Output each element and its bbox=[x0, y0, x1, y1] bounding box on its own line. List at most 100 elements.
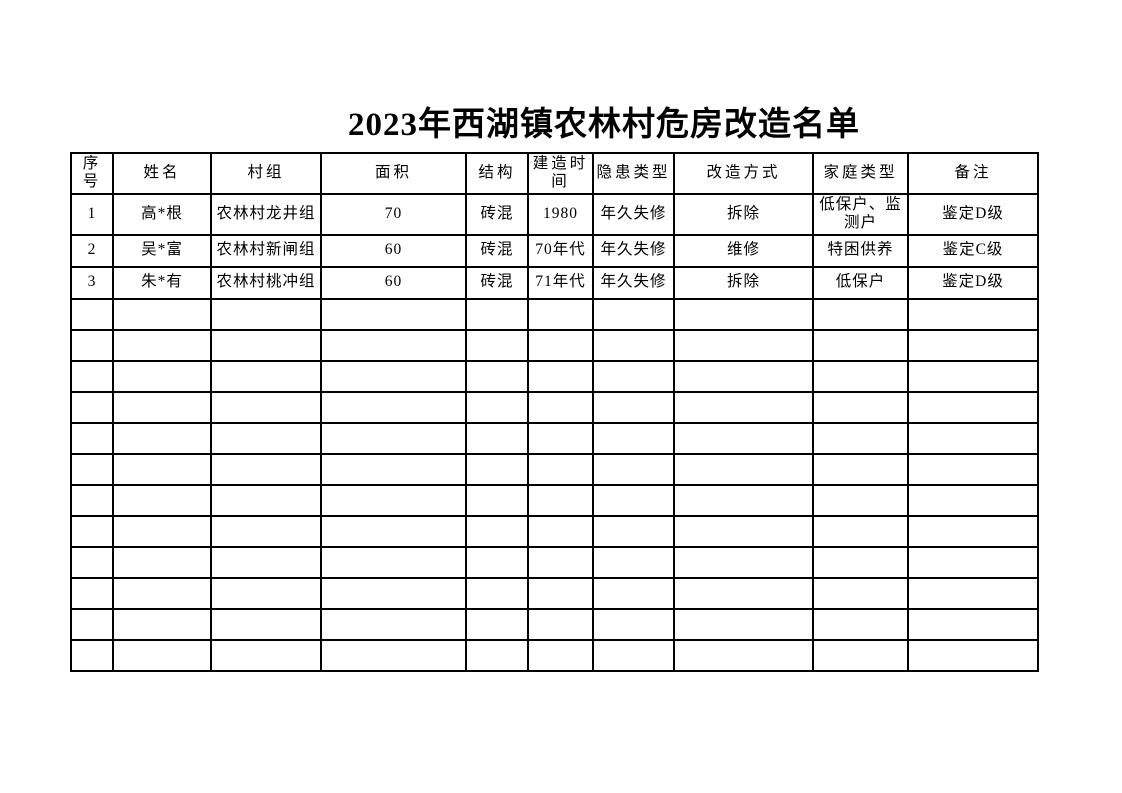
column-header-index: 序号 bbox=[70, 152, 114, 195]
cell-area: 60 bbox=[320, 265, 467, 300]
empty-cell bbox=[320, 421, 467, 455]
empty-row bbox=[70, 390, 1039, 424]
empty-cell bbox=[812, 390, 909, 424]
empty-cell bbox=[673, 452, 814, 486]
cell-renovation-method: 维修 bbox=[673, 233, 814, 268]
empty-cell bbox=[673, 421, 814, 455]
empty-cell bbox=[465, 607, 529, 641]
column-header-village-group: 村组 bbox=[210, 152, 322, 195]
empty-cell bbox=[812, 421, 909, 455]
empty-cell bbox=[210, 514, 322, 548]
empty-row bbox=[70, 359, 1039, 393]
empty-cell bbox=[527, 390, 594, 424]
empty-cell bbox=[812, 452, 909, 486]
cell-name: 朱*有 bbox=[112, 265, 212, 300]
column-header-build-time: 建造时间 bbox=[527, 152, 594, 195]
cell-structure: 砖混 bbox=[465, 233, 529, 268]
empty-cell bbox=[465, 576, 529, 610]
cell-build-time: 1980 bbox=[527, 192, 594, 236]
cell-area: 70 bbox=[320, 192, 467, 236]
empty-cell bbox=[112, 297, 212, 331]
empty-cell bbox=[673, 607, 814, 641]
empty-cell bbox=[812, 545, 909, 579]
empty-cell bbox=[465, 638, 529, 672]
cell-area: 60 bbox=[320, 233, 467, 268]
column-header-hazard-type: 隐患类型 bbox=[592, 152, 675, 195]
empty-row bbox=[70, 421, 1039, 455]
empty-cell bbox=[907, 483, 1039, 517]
empty-cell bbox=[70, 390, 114, 424]
empty-cell bbox=[210, 359, 322, 393]
empty-cell bbox=[112, 452, 212, 486]
empty-cell bbox=[907, 514, 1039, 548]
cell-remark: 鉴定D级 bbox=[907, 265, 1039, 300]
empty-cell bbox=[210, 421, 322, 455]
header-row: 序号 姓名 村组 面积 结构 建造时间 隐患类型 改造方式 家庭类型 备注 bbox=[70, 152, 1039, 195]
cell-name: 高*根 bbox=[112, 192, 212, 236]
empty-cell bbox=[112, 328, 212, 362]
empty-cell bbox=[907, 607, 1039, 641]
cell-hazard-type: 年久失修 bbox=[592, 265, 675, 300]
empty-cell bbox=[465, 514, 529, 548]
cell-name: 吴*富 bbox=[112, 233, 212, 268]
column-header-structure: 结构 bbox=[465, 152, 529, 195]
cell-village-group: 农林村龙井组 bbox=[210, 192, 322, 236]
empty-cell bbox=[812, 638, 909, 672]
table-body: 1 高*根 农林村龙井组 70 砖混 1980 年久失修 拆除 低保户、监测户 鉴定D级 2 吴*富农… bbox=[70, 192, 1039, 672]
empty-cell bbox=[70, 483, 114, 517]
empty-cell bbox=[112, 545, 212, 579]
empty-cell bbox=[907, 390, 1039, 424]
empty-cell bbox=[70, 576, 114, 610]
cell-renovation-method: 拆除 bbox=[673, 265, 814, 300]
empty-cell bbox=[673, 483, 814, 517]
cell-village-group: 农林村新闸组 bbox=[210, 233, 322, 268]
empty-cell bbox=[527, 545, 594, 579]
empty-cell bbox=[812, 297, 909, 331]
cell-village-group: 农林村桃冲组 bbox=[210, 265, 322, 300]
empty-cell bbox=[320, 452, 467, 486]
empty-row bbox=[70, 328, 1039, 362]
empty-cell bbox=[210, 576, 322, 610]
empty-cell bbox=[673, 514, 814, 548]
empty-cell bbox=[592, 514, 675, 548]
empty-cell bbox=[320, 607, 467, 641]
empty-cell bbox=[812, 328, 909, 362]
cell-structure: 砖混 bbox=[465, 265, 529, 300]
empty-row bbox=[70, 514, 1039, 548]
empty-cell bbox=[592, 328, 675, 362]
empty-cell bbox=[527, 359, 594, 393]
empty-cell bbox=[592, 359, 675, 393]
empty-cell bbox=[210, 638, 322, 672]
empty-cell bbox=[592, 421, 675, 455]
cell-build-time: 71年代 bbox=[527, 265, 594, 300]
empty-cell bbox=[320, 514, 467, 548]
empty-cell bbox=[210, 483, 322, 517]
empty-cell bbox=[70, 514, 114, 548]
empty-cell bbox=[812, 514, 909, 548]
cell-hazard-type: 年久失修 bbox=[592, 192, 675, 236]
empty-cell bbox=[465, 452, 529, 486]
empty-cell bbox=[70, 297, 114, 331]
empty-cell bbox=[527, 483, 594, 517]
renovation-list-table: 序号 姓名 村组 面积 结构 建造时间 隐患类型 改造方式 家庭类型 备注 1 高*根 农林村龙井组 7… bbox=[70, 152, 1039, 672]
table-row: 1 高*根 农林村龙井组 70 砖混 1980 年久失修 拆除 低保户、监测户 鉴定D级 bbox=[70, 192, 1039, 236]
cell-family-type: 低保户 bbox=[812, 265, 909, 300]
empty-cell bbox=[673, 576, 814, 610]
empty-cell bbox=[320, 545, 467, 579]
cell-index: 1 bbox=[70, 192, 114, 236]
empty-cell bbox=[210, 452, 322, 486]
empty-cell bbox=[465, 328, 529, 362]
cell-family-type: 低保户、监测户 bbox=[812, 192, 909, 236]
empty-cell bbox=[673, 328, 814, 362]
empty-cell bbox=[527, 514, 594, 548]
cell-build-time: 70年代 bbox=[527, 233, 594, 268]
empty-cell bbox=[465, 297, 529, 331]
empty-row bbox=[70, 452, 1039, 486]
empty-cell bbox=[527, 638, 594, 672]
empty-cell bbox=[907, 545, 1039, 579]
empty-cell bbox=[112, 576, 212, 610]
table-row: 2 吴*富 农林村新闸组 60 砖混 70年代 年久失修 维修 特困供养 鉴定C级 bbox=[70, 233, 1039, 268]
empty-cell bbox=[527, 607, 594, 641]
empty-cell bbox=[907, 297, 1039, 331]
